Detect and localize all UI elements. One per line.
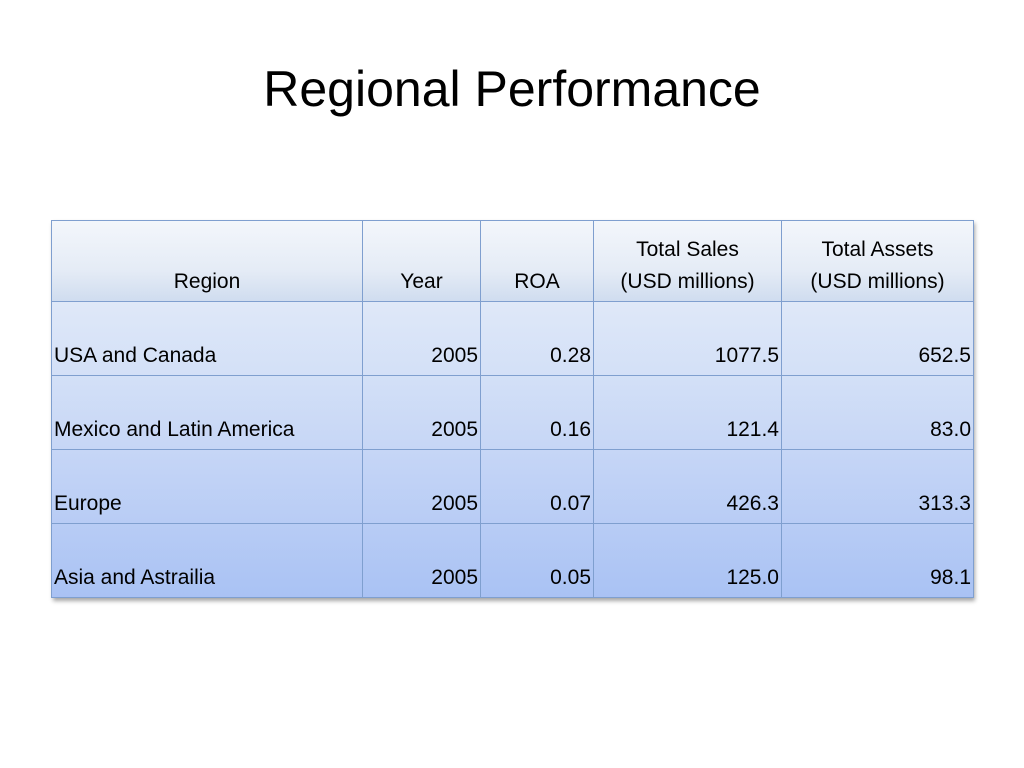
cell-total-sales: 125.0	[593, 523, 782, 598]
cell-total-sales: 121.4	[593, 375, 782, 450]
header-total-sales: Total Sales (USD millions)	[593, 220, 782, 302]
cell-total-sales: 426.3	[593, 449, 782, 524]
cell-roa: 0.28	[480, 301, 594, 376]
cell-roa: 0.07	[480, 449, 594, 524]
header-total-assets-line2: (USD millions)	[810, 269, 945, 293]
header-year: Year	[362, 220, 481, 302]
table-row: USA and Canada 2005 0.28 1077.5 652.5	[51, 301, 974, 376]
table-row: Asia and Astrailia 2005 0.05 125.0 98.1	[51, 523, 974, 598]
cell-year: 2005	[362, 375, 481, 450]
cell-year: 2005	[362, 449, 481, 524]
slide-title: Regional Performance	[263, 61, 761, 117]
cell-total-assets: 652.5	[781, 301, 974, 376]
table-header-row: Region Year ROA Total Sales (USD million…	[51, 220, 974, 302]
header-total-assets: Total Assets (USD millions)	[781, 220, 974, 302]
cell-total-assets: 98.1	[781, 523, 974, 598]
header-roa: ROA	[480, 220, 594, 302]
cell-roa: 0.05	[480, 523, 594, 598]
header-roa-label: ROA	[514, 269, 560, 293]
cell-region: Europe	[51, 449, 363, 524]
header-year-label: Year	[400, 269, 443, 293]
table-row: Mexico and Latin America 2005 0.16 121.4…	[51, 375, 974, 450]
cell-roa: 0.16	[480, 375, 594, 450]
cell-region: Mexico and Latin America	[51, 375, 363, 450]
regional-performance-table: Region Year ROA Total Sales (USD million…	[51, 220, 974, 598]
cell-total-assets: 83.0	[781, 375, 974, 450]
header-region: Region	[51, 220, 363, 302]
cell-total-sales: 1077.5	[593, 301, 782, 376]
table-row: Europe 2005 0.07 426.3 313.3	[51, 449, 974, 524]
cell-region: Asia and Astrailia	[51, 523, 363, 598]
cell-region: USA and Canada	[51, 301, 363, 376]
header-total-assets-line1: Total Assets	[821, 238, 934, 261]
cell-total-assets: 313.3	[781, 449, 974, 524]
header-region-label: Region	[173, 269, 241, 293]
table-container: Region Year ROA Total Sales (USD million…	[51, 220, 974, 598]
header-total-sales-line2: (USD millions)	[620, 269, 755, 293]
header-total-sales-line1: Total Sales	[636, 238, 739, 261]
cell-year: 2005	[362, 301, 481, 376]
cell-year: 2005	[362, 523, 481, 598]
